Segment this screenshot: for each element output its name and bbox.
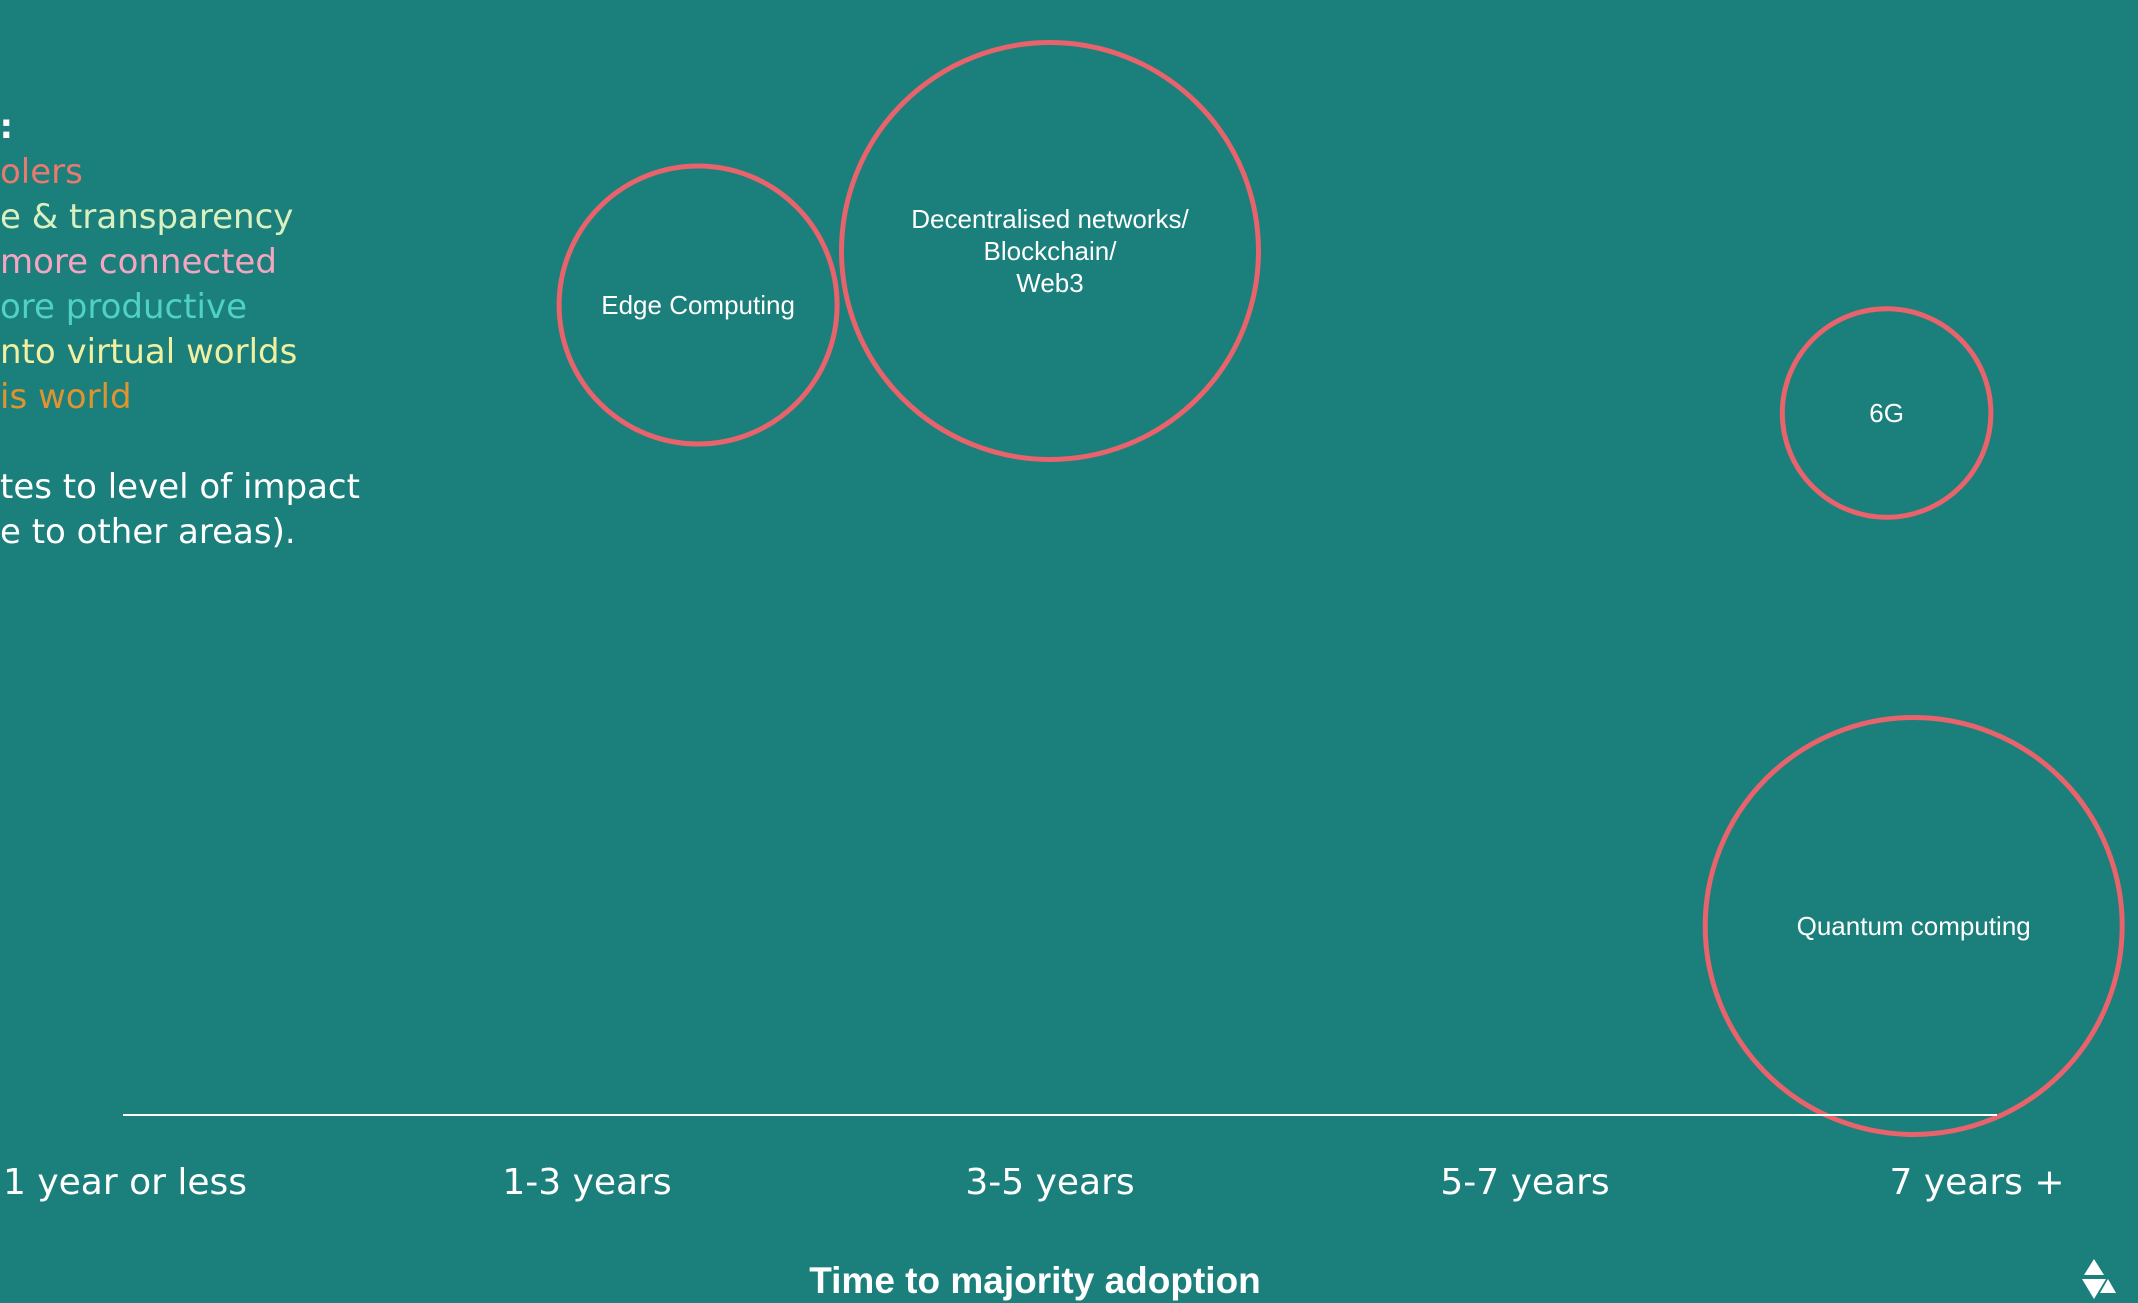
bubble-label: Web3 bbox=[1016, 268, 1083, 298]
triangle-logo-icon bbox=[2082, 1259, 2116, 1299]
bubble bbox=[1702, 715, 2125, 1137]
legend-title: tion: bbox=[0, 107, 14, 147]
legend-item: is world bbox=[0, 377, 132, 417]
x-tick-label: 1-3 years bbox=[502, 1162, 671, 1203]
x-axis-title: Time to majority adoption bbox=[809, 1260, 1261, 1301]
bubble-label: Blockchain/ bbox=[984, 236, 1118, 266]
bubble-label: Edge Computing bbox=[601, 290, 795, 320]
legend-item: ore productive bbox=[0, 287, 248, 327]
bubbles-group: Edge Computing Decentralised networks/Blo… bbox=[556, 40, 2125, 1137]
legend-item: e & transparency bbox=[0, 197, 294, 237]
legend-item: more connected bbox=[0, 242, 277, 282]
bubble-label: Decentralised networks/ bbox=[911, 204, 1189, 234]
x-tick-label: 5-7 years bbox=[1440, 1162, 1609, 1203]
x-tick-label: 3-5 years bbox=[965, 1162, 1134, 1203]
bubble-label: 6G bbox=[1869, 398, 1904, 428]
legend-item: nto virtual worlds bbox=[0, 332, 298, 372]
x-tick-label: 1 year or less bbox=[3, 1162, 247, 1203]
legend-note: e to other areas). bbox=[0, 512, 296, 552]
bubble bbox=[556, 163, 840, 447]
bubble-label: Quantum computing bbox=[1797, 911, 2031, 941]
x-tick-labels: 1 year or less 1-3 years 3-5 years 5-7 year… bbox=[3, 1162, 2065, 1203]
legend: tion: olers e & transparency more connec… bbox=[0, 105, 420, 555]
legend-note: tes to level of impact bbox=[0, 467, 360, 507]
bubble bbox=[1779, 306, 1994, 520]
legend-item: olers bbox=[0, 152, 83, 192]
x-tick-label: 7 years + bbox=[1889, 1162, 2064, 1203]
bubble bbox=[839, 40, 1261, 462]
